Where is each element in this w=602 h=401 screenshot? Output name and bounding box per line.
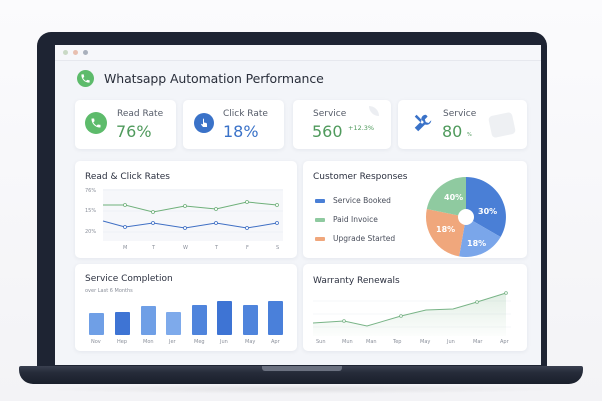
laptop-notch xyxy=(262,366,342,371)
bar xyxy=(89,313,104,335)
legend-swatch xyxy=(315,236,325,241)
pie-label: 18% xyxy=(467,239,487,248)
bar xyxy=(217,301,232,335)
bar xyxy=(166,312,181,335)
stat-card-service-count[interactable]: Service 560 +12.3% xyxy=(293,100,391,149)
warranty-renewals-panel: Warranty Renewals Sun Mun Ma xyxy=(303,264,527,351)
legend-label: Paid Invoice xyxy=(333,215,378,224)
bar xyxy=(115,312,130,335)
legend-label: Upgrade Started xyxy=(333,234,396,243)
x-tick: Nov xyxy=(91,339,101,345)
whatsapp-icon xyxy=(85,112,107,134)
stat-unit: % xyxy=(467,132,472,138)
legend-item-upgrade-started: Upgrade Started xyxy=(315,234,395,243)
legend-label: Service Booked xyxy=(333,196,391,205)
y-tick: 76% xyxy=(85,188,97,194)
pie-label: 40% xyxy=(444,193,464,202)
stat-label: Click Rate xyxy=(223,109,268,119)
x-tick: M xyxy=(123,245,128,251)
stat-label: Service xyxy=(313,109,347,119)
dashboard-screen: Whatsapp Automation Performance Read Rat… xyxy=(55,45,541,365)
whatsapp-icon xyxy=(77,70,94,87)
x-tick: Man xyxy=(366,339,377,345)
x-tick: Jun xyxy=(447,339,455,345)
customer-responses-pie xyxy=(425,177,506,257)
page-header: Whatsapp Automation Performance xyxy=(77,70,324,87)
x-tick: Tep xyxy=(393,339,402,345)
panel-title: Customer Responses xyxy=(313,172,408,182)
stat-label: Read Rate xyxy=(117,109,164,119)
laptop-base xyxy=(19,366,583,384)
y-tick: 20% xyxy=(85,229,97,235)
window-dot-minimize[interactable] xyxy=(73,50,78,55)
x-tick: Apr xyxy=(500,339,509,345)
bar xyxy=(192,305,207,335)
stat-value: 76% xyxy=(116,122,152,141)
window-dot-close[interactable] xyxy=(63,50,68,55)
x-tick: Mon xyxy=(143,339,154,345)
x-tick: May xyxy=(420,339,431,345)
x-tick: S xyxy=(276,245,280,251)
legend-item-paid-invoice: Paid Invoice xyxy=(315,215,378,224)
x-tick: Mun xyxy=(342,339,353,345)
read-click-rates-panel: Read & Click Rates 76% 15% 20% M T W xyxy=(75,161,297,258)
stat-card-read-rate[interactable]: Read Rate 76% xyxy=(75,100,176,149)
x-tick: Meg xyxy=(194,339,205,345)
x-tick: Apr xyxy=(271,339,280,345)
page-title: Whatsapp Automation Performance xyxy=(104,71,324,86)
y-tick: 15% xyxy=(85,208,97,214)
read-click-line-chart xyxy=(102,189,283,241)
window-titlebar xyxy=(55,45,541,61)
stat-delta: +12.3% xyxy=(348,124,375,132)
x-tick: T xyxy=(215,245,219,251)
panel-title: Warranty Renewals xyxy=(313,276,400,286)
pie-label: 18% xyxy=(436,225,456,234)
x-tick: May xyxy=(245,339,256,345)
service-completion-bar-chart xyxy=(75,297,297,335)
stat-value: 18% xyxy=(223,122,259,141)
customer-responses-panel: Customer Responses Service Booked Paid I… xyxy=(303,161,527,258)
x-tick: Hep xyxy=(117,339,128,345)
window-dot-maximize[interactable] xyxy=(83,50,88,55)
robot-icon xyxy=(487,111,517,139)
warranty-renewals-line-chart xyxy=(312,291,511,336)
bar xyxy=(141,306,156,335)
click-hand-icon xyxy=(194,113,214,133)
legend-item-service-booked: Service Booked xyxy=(315,196,391,205)
leaf-icon xyxy=(369,106,379,116)
panel-title: Service Completion xyxy=(85,274,173,284)
x-tick: Sun xyxy=(316,339,326,345)
x-tick: F xyxy=(246,245,249,251)
tools-icon xyxy=(412,112,434,138)
legend-swatch xyxy=(315,198,325,203)
service-completion-panel: Service Completion over Last 6 Months No… xyxy=(75,264,297,351)
bar xyxy=(243,305,258,335)
stat-card-service-percent[interactable]: Service 80 % xyxy=(398,100,527,149)
x-tick: Mar xyxy=(473,339,483,345)
stat-value: 80 xyxy=(442,122,463,141)
legend-swatch xyxy=(315,217,325,222)
pie-label: 30% xyxy=(478,207,498,216)
panel-title: Read & Click Rates xyxy=(85,172,170,182)
stat-value: 560 xyxy=(312,122,343,141)
panel-subtitle: over Last 6 Months xyxy=(85,288,133,294)
stat-card-click-rate[interactable]: Click Rate 18% xyxy=(183,100,284,149)
x-tick: T xyxy=(152,245,156,251)
bar xyxy=(268,301,283,335)
laptop-shadow xyxy=(30,384,572,394)
x-tick: Jer xyxy=(169,339,176,345)
x-tick: Jun xyxy=(220,339,228,345)
x-tick: W xyxy=(183,245,188,251)
stat-label: Service xyxy=(443,109,477,119)
